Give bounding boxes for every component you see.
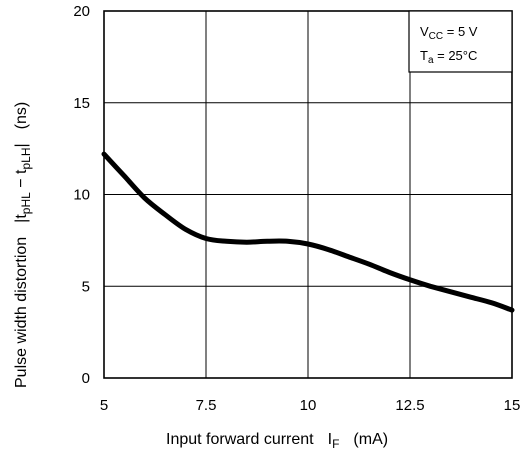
y-tick-label: 5 (82, 278, 90, 295)
y-axis-title: Pulse width distortion|tpHL − tpLH|(ns) (13, 102, 33, 388)
legend-box (408, 10, 513, 73)
x-axis-title: Input forward current IF (mA) (166, 431, 388, 451)
x-tick-label: 15 (504, 397, 521, 414)
legend-vcc: VCC = 5 V (420, 24, 478, 42)
y-tick-label: 20 (73, 3, 90, 20)
legend-ta: Ta = 25°C (420, 48, 477, 66)
legend: VCC = 5 V Ta = 25°C (408, 10, 513, 73)
y-tick-label: 10 (73, 187, 90, 204)
x-tick-label: 7.5 (196, 397, 217, 414)
series-line (101, 151, 515, 313)
y-tick-labels: 0 5 10 15 20 (73, 3, 90, 387)
y-tick-label: 0 (82, 370, 90, 387)
x-tick-label: 12.5 (395, 397, 424, 414)
x-tick-label: 10 (300, 397, 317, 414)
y-tick-label: 15 (73, 95, 90, 112)
x-tick-label: 5 (100, 397, 108, 414)
plot-frame (103, 10, 513, 379)
x-tick-labels: 5 7.5 10 12.5 15 (100, 397, 521, 414)
